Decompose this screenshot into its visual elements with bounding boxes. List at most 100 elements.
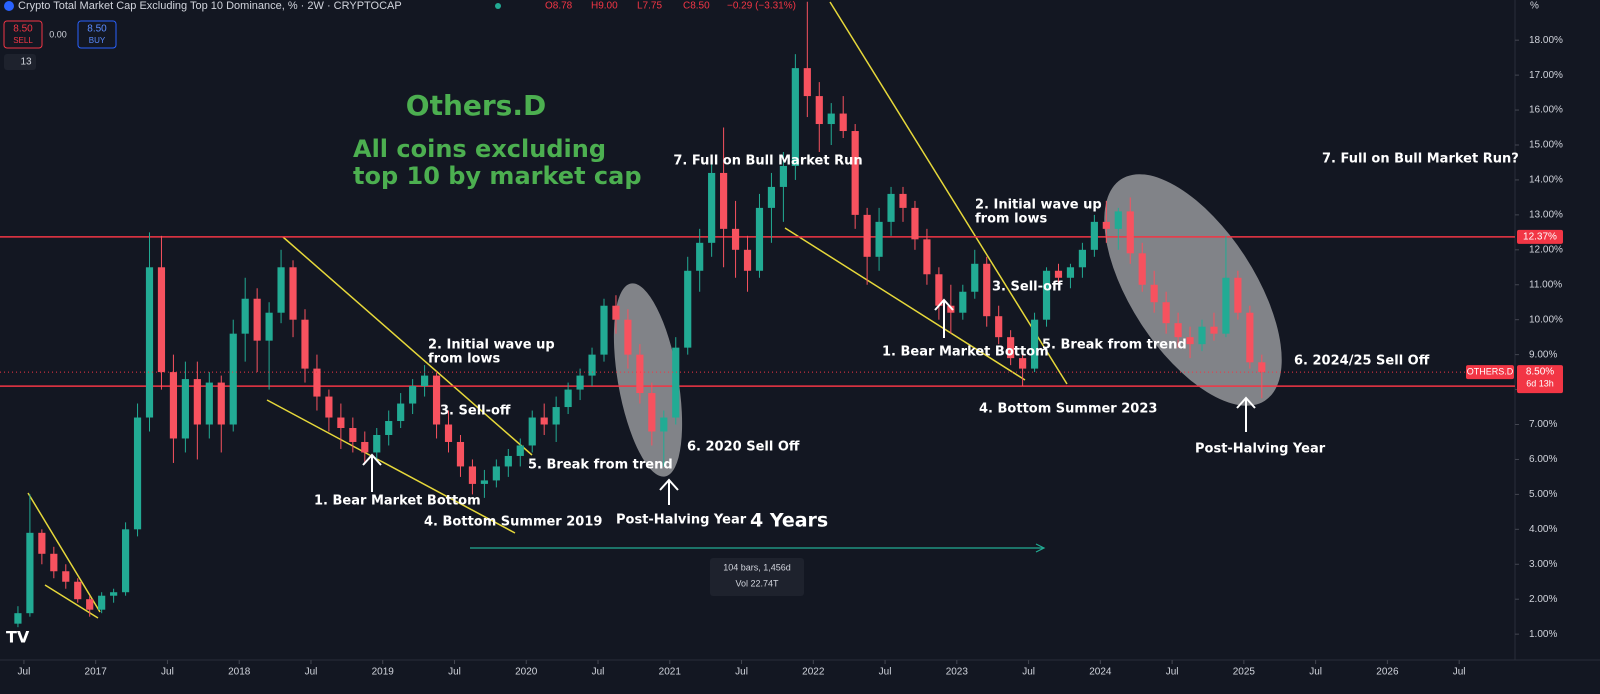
x-tick-label: Jul (18, 667, 31, 678)
candle-body (1078, 249, 1086, 268)
candle-body (397, 403, 405, 422)
candle-body (1186, 337, 1194, 345)
trend-line (282, 236, 533, 456)
candle-body (887, 193, 895, 222)
indicator-toggle[interactable] (4, 54, 36, 70)
highlight-ellipse (1104, 174, 1282, 406)
candle-body (1162, 302, 1170, 324)
candle-body (1019, 358, 1027, 369)
trend-line (829, 1, 1068, 385)
candle-body (145, 267, 154, 418)
candle-body (947, 305, 955, 313)
sell-button[interactable] (3, 20, 43, 49)
x-tick-label: 2026 (1376, 667, 1399, 678)
x-tick-label: Jul (161, 667, 174, 678)
y-tick-label: 3.00% (1529, 559, 1557, 570)
ohlc-value: C8.50 (683, 1, 710, 12)
annotation: 1. Bear Market Bottom (882, 345, 1049, 360)
candle-body (217, 382, 225, 425)
scale-label: % (1530, 1, 1539, 12)
candle-body (959, 291, 967, 313)
ohlc-value: L7.75 (637, 1, 662, 12)
candle-body (229, 333, 237, 425)
candle-body (971, 263, 979, 292)
candle-body (839, 113, 847, 132)
y-tick-label: 6.00% (1529, 454, 1557, 465)
x-tick-label: Jul (1022, 667, 1035, 678)
candle-body (456, 441, 465, 467)
candle-body (277, 267, 285, 313)
x-tick-label: Jul (448, 667, 461, 678)
candle-body (911, 207, 919, 240)
candle-body (421, 375, 429, 387)
ohlc-value: O8.78 (545, 1, 573, 12)
candle-body (468, 466, 477, 484)
annotation: 5. Break from trend (528, 458, 673, 473)
candle-body (373, 434, 381, 453)
candle-body (301, 319, 309, 369)
x-tick-label: Jul (1166, 667, 1179, 678)
logo: TV (6, 628, 30, 647)
candle-body (86, 599, 94, 610)
x-tick-label: 2025 (1233, 667, 1256, 678)
x-tick-label: Jul (879, 667, 892, 678)
trend-line (266, 399, 516, 534)
candle-body (648, 393, 656, 432)
candle-body (1030, 319, 1039, 369)
candle-body (98, 595, 106, 610)
candle-body (1150, 284, 1158, 303)
candle-body (289, 267, 297, 320)
trend-line (784, 227, 1026, 381)
candle-body (827, 113, 835, 125)
candle-body (863, 214, 871, 257)
x-tick-label: Jul (1309, 667, 1322, 678)
buy-price: 8.50 (87, 24, 107, 35)
arrow (362, 453, 382, 492)
y-tick-label: 16.00% (1529, 105, 1563, 116)
trend-line (44, 584, 99, 619)
indicator-count: 13 (20, 57, 32, 68)
candle-body (923, 239, 931, 275)
y-tick-label: 13.00% (1529, 210, 1563, 221)
x-tick-label: 2024 (1089, 667, 1112, 678)
annotation: Others.D (406, 89, 546, 122)
candle-body (1066, 267, 1075, 278)
candle-body (779, 165, 787, 187)
annotation: Post-Halving Year (616, 513, 747, 528)
candle-body (935, 274, 943, 306)
symbol-icon (4, 1, 14, 11)
buy-label: BUY (89, 36, 106, 45)
y-tick-label: 17.00% (1529, 70, 1563, 81)
candle-body (349, 428, 357, 442)
buy-button[interactable] (77, 20, 117, 49)
candle-body (1174, 323, 1182, 338)
candle-body (157, 267, 166, 373)
candle-body (743, 249, 752, 271)
candle-body (205, 382, 213, 425)
candle-body (361, 441, 369, 453)
y-tick-label: 12.00% (1529, 244, 1563, 255)
candle-body (660, 417, 668, 432)
candle-body (983, 263, 991, 317)
candles (14, 1, 1266, 628)
ohlc-value: H9.00 (591, 1, 618, 12)
candle-body (121, 529, 130, 593)
candle-body (552, 407, 560, 425)
x-tick-label: 2017 (85, 667, 108, 678)
candle-body (696, 242, 704, 271)
candle-body (1126, 211, 1134, 254)
candle-body (1054, 270, 1063, 278)
x-tick-label: Jul (735, 667, 748, 678)
candle-body (480, 480, 488, 484)
ohlc-value: −0.29 (−3.31%) (727, 1, 796, 12)
x-tick-label: 2019 (372, 667, 395, 678)
candle-body (133, 417, 142, 530)
candle-body (767, 186, 776, 208)
x-tick-label: 2022 (802, 667, 825, 678)
candle-body (612, 305, 620, 320)
candle-body (337, 417, 345, 429)
annotation: 1. Bear Market Bottom (314, 494, 481, 509)
drawings (27, 1, 1282, 619)
candle-body (1234, 277, 1242, 313)
